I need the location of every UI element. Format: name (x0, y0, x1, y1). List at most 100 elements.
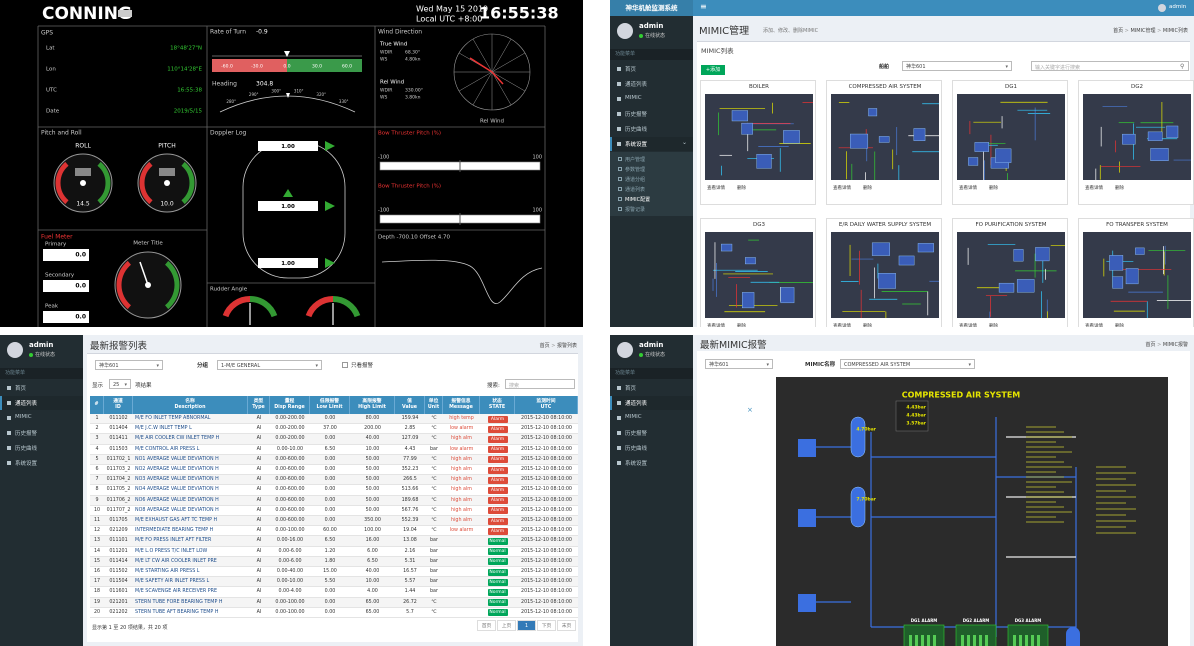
header-text: Unit (427, 405, 440, 410)
breadcrumb-item[interactable]: 首页 (539, 343, 550, 349)
delete-button[interactable]: 删除 (1115, 324, 1124, 327)
select[interactable]: 1-M/E GENERAL (217, 360, 322, 371)
delete-button[interactable]: 删除 (737, 186, 746, 191)
breadcrumb-item[interactable]: 首页 (1113, 28, 1124, 34)
menu-item[interactable]: 通道列表 (610, 77, 693, 91)
breadcrumb-item[interactable]: 报警列表 (550, 343, 577, 349)
table-cell: AI (256, 467, 262, 472)
submenu-item[interactable]: 通道列表 (610, 184, 693, 194)
mimic-card[interactable]: DG2 查看详情 删除 (1078, 80, 1194, 205)
menu-label: MIMIC (15, 414, 32, 420)
delete-button[interactable]: 删除 (863, 186, 872, 191)
menu-item[interactable]: 通道列表 (610, 396, 693, 410)
menu-item[interactable]: 首页 (0, 381, 83, 395)
breadcrumb-item[interactable]: MIMIC列表 (1156, 28, 1188, 34)
table-row: 14 011201 M/E L.O PRESS T/C INLET LOW AI 0.0… (90, 546, 578, 557)
submenu-item[interactable]: MIMIC配置 (610, 194, 693, 204)
table-cell: NO3 AVERAGE VALUE DEVIATION H (135, 477, 219, 483)
view-button[interactable]: 查看详情 (1085, 186, 1103, 191)
menu-toggle[interactable]: ≡ (700, 2, 707, 11)
select[interactable]: 25 (109, 379, 131, 390)
select[interactable]: 神华601 (902, 61, 1012, 72)
view-button[interactable]: 查看详情 (707, 324, 725, 327)
table-cell: 2015-12-10 08:10:00 (521, 579, 572, 585)
view-button[interactable]: 查看详情 (959, 186, 977, 191)
state-badge: Normal (487, 548, 508, 556)
close-icon[interactable]: × (747, 406, 753, 414)
table-cell: 011703_2 (106, 467, 131, 472)
panel-title: Bow Thruster Pitch (%) (378, 184, 441, 190)
menu-item[interactable]: 系统设置 (0, 456, 83, 470)
page-button[interactable]: 上页 (497, 620, 516, 631)
submenu-item[interactable]: 报警记录 (610, 204, 693, 214)
submenu-item[interactable]: 通道分组 (610, 174, 693, 184)
delete-button[interactable]: 删除 (989, 324, 998, 327)
gps-label: Lat (46, 46, 55, 52)
page-button[interactable]: 1 (517, 620, 536, 631)
mimic-card[interactable]: FO PURIFICATION SYSTEM 查看详情 删除 (952, 218, 1068, 327)
table-row: 18 011601 M/E SCAVENGE AIR RECEIVER PRE AI 0… (90, 587, 578, 598)
add-button[interactable]: +添加 (701, 65, 725, 75)
menu-item[interactable]: 历史曲线 (610, 122, 693, 136)
table-cell: 2015-12-10 08:10:00 (521, 507, 572, 513)
vessel (1066, 627, 1080, 646)
menu-item[interactable]: 系统设置 (610, 456, 693, 470)
table-cell: 0.00 (324, 416, 336, 421)
mimic-card[interactable]: DG1 查看详情 删除 (952, 80, 1068, 205)
view-button[interactable]: 查看详情 (959, 324, 977, 327)
delete-button[interactable]: 删除 (737, 324, 746, 327)
submenu-item[interactable]: 参数管理 (610, 164, 693, 174)
breadcrumb-item[interactable]: MIMIC报警 (1156, 342, 1188, 348)
page-button[interactable]: 末页 (557, 620, 576, 631)
table-cell: ℃ (431, 456, 437, 462)
header-text: Type (252, 405, 265, 410)
search-input[interactable]: 输入关键字进行搜索 ⚲ (1031, 61, 1189, 71)
select[interactable]: 神华601 (95, 360, 163, 371)
header-text: High Limit (358, 405, 386, 410)
menu-item[interactable]: MIMIC (610, 92, 693, 106)
delete-button[interactable]: 删除 (863, 324, 872, 327)
menu-item[interactable]: 首页 (610, 62, 693, 76)
user-name: admin (639, 22, 664, 30)
search-input[interactable]: 搜索 (505, 379, 575, 389)
delete-button[interactable]: 删除 (989, 186, 998, 191)
view-button[interactable]: 查看详情 (833, 186, 851, 191)
menu-item[interactable]: 通道列表 (0, 396, 83, 410)
table-cell: 0.00-200.00 (275, 436, 305, 442)
menu-item[interactable]: 历史报警 (610, 107, 693, 121)
page-button[interactable]: 下页 (537, 620, 556, 631)
table-cell: 011101 (109, 538, 128, 544)
show-suffix: 项结果 (135, 383, 152, 389)
select[interactable]: 神华601 (705, 359, 773, 370)
mimic-card[interactable]: BOILER 查看详情 删除 (700, 80, 816, 205)
view-button[interactable]: 查看详情 (707, 186, 725, 191)
table-cell: 0.00 (324, 518, 336, 523)
table-cell: 11 (93, 518, 101, 523)
header-text: 名称 (185, 399, 195, 404)
menu-item[interactable]: 首页 (610, 381, 693, 395)
table-cell: 5.50 (324, 579, 336, 585)
mimic-card[interactable]: DG3 查看详情 删除 (700, 218, 816, 327)
mimic-card[interactable]: FO TRANSFER SYSTEM 查看详情 删除 (1078, 218, 1194, 327)
breadcrumb-item[interactable]: 首页 (1145, 342, 1156, 348)
mimic-card[interactable]: COMPRESSED AIR SYSTEM 查看详情 删除 (826, 80, 942, 205)
menu-item[interactable]: MIMIC (0, 411, 83, 425)
checkbox[interactable] (342, 362, 348, 368)
menu-item[interactable]: MIMIC (610, 411, 693, 425)
menu-item[interactable]: 系统设置 (610, 137, 693, 151)
delete-button[interactable]: 删除 (1115, 186, 1124, 191)
submenu-item[interactable]: 用户管理 (610, 154, 693, 164)
top-user[interactable]: admin (1169, 4, 1187, 10)
mimic-card[interactable]: E/R DAILY WATER SUPPLY SYSTEM 查看详情 删除 (826, 218, 942, 327)
view-button[interactable]: 查看详情 (1085, 324, 1103, 327)
menu-item[interactable]: 历史曲线 (0, 441, 83, 455)
page-button[interactable]: 首页 (477, 620, 496, 631)
menu-item[interactable]: 历史报警 (0, 426, 83, 440)
breadcrumb-item[interactable]: MIMIC管理 (1123, 28, 1155, 34)
view-button[interactable]: 查看详情 (833, 324, 851, 327)
menu-item[interactable]: 历史报警 (610, 426, 693, 440)
select[interactable]: COMPRESSED AIR SYSTEM (840, 359, 975, 370)
menu-item[interactable]: 历史曲线 (610, 441, 693, 455)
header-cell: 高限报警 High Limit (350, 396, 395, 414)
